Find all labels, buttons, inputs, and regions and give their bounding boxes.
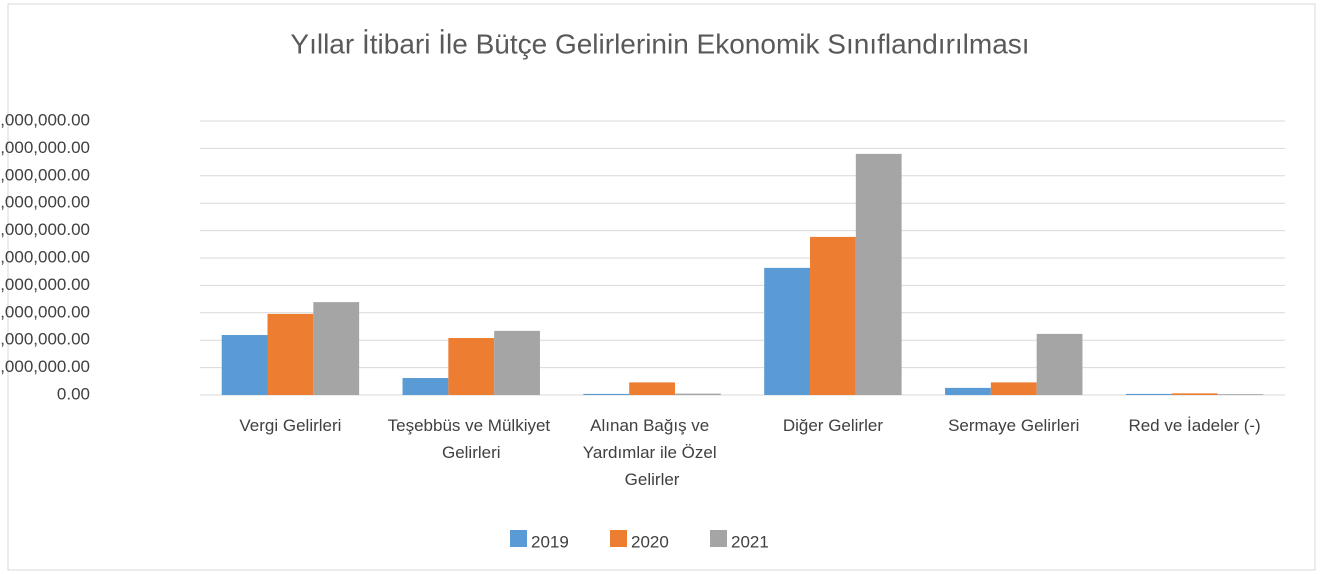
bar (674, 393, 721, 395)
legend-label: 2019 (531, 532, 569, 551)
x-tick-label: Diğer Gelirler (783, 416, 883, 435)
y-tick-label: 20,000,000.00 (0, 330, 90, 349)
x-tick-label: Alınan Bağış ve Yardımlar ile Özel Gelir… (583, 416, 722, 489)
bar (1217, 394, 1264, 395)
legend-label: 2020 (631, 532, 669, 551)
x-tick-label: Vergi Gelirleri (239, 416, 341, 435)
chart-border (7, 3, 1316, 571)
bar (448, 338, 495, 395)
y-tick-label: 80,000,000.00 (0, 165, 90, 184)
bar (629, 382, 675, 395)
y-tick-label: 30,000,000.00 (0, 302, 90, 321)
y-tick-label: 90,000,000.00 (0, 138, 90, 157)
bar (855, 153, 902, 395)
bar (267, 313, 314, 395)
y-tick-label: 60,000,000.00 (0, 220, 90, 239)
legend-swatch (710, 530, 727, 547)
x-tick-label: Sermaye Gelirleri (948, 416, 1079, 435)
chart-title: Yıllar İtibari İle Bütçe Gelirlerinin Ek… (290, 28, 1029, 59)
x-tick-label: Red ve İadeler (-) (1128, 416, 1260, 435)
bar (810, 236, 856, 395)
bar (1125, 393, 1172, 395)
bar (990, 382, 1037, 395)
bar (313, 302, 360, 395)
legend-swatch (610, 530, 627, 547)
bar (221, 334, 268, 395)
x-tick-label: Teşebbüs ve Mülkiyet Gelirleri (388, 416, 555, 462)
bar (1036, 333, 1083, 395)
y-tick-label: 70,000,000.00 (0, 193, 90, 212)
bar (494, 330, 540, 395)
bar (764, 267, 811, 395)
legend-label: 2021 (731, 532, 769, 551)
bar (583, 393, 630, 395)
bar (945, 387, 991, 395)
y-tick-label: 100,000,000.00 (0, 110, 90, 129)
y-tick-label: 50,000,000.00 (0, 247, 90, 266)
legend-swatch (510, 530, 527, 547)
bar (1171, 393, 1218, 395)
y-tick-label: 40,000,000.00 (0, 275, 90, 294)
bar (402, 378, 449, 395)
y-tick-label: 0.00 (57, 384, 90, 403)
y-tick-label: 10,000,000.00 (0, 357, 90, 376)
